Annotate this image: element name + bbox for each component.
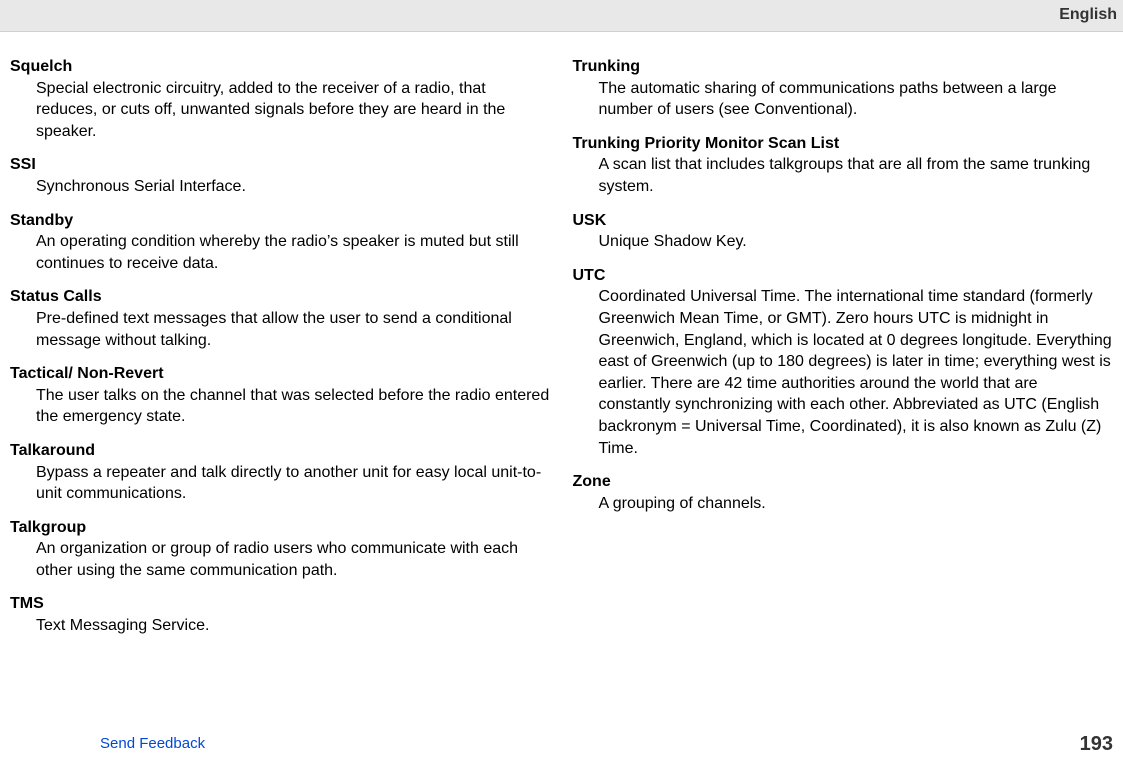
glossary-term: Squelch — [10, 56, 551, 78]
glossary-entry: Trunking Priority Monitor Scan ListA sca… — [573, 133, 1114, 198]
language-label: English — [1059, 6, 1117, 24]
glossary-definition: The user talks on the channel that was s… — [10, 385, 551, 428]
glossary-term: SSI — [10, 154, 551, 176]
glossary-definition: A scan list that includes talkgroups tha… — [573, 154, 1114, 197]
glossary-definition: Special electronic circuitry, added to t… — [10, 78, 551, 143]
glossary-entry: Status CallsPre-defined text messages th… — [10, 286, 551, 351]
glossary-entry: USKUnique Shadow Key. — [573, 210, 1114, 253]
send-feedback-link[interactable]: Send Feedback — [100, 735, 205, 752]
glossary-entry: TrunkingThe automatic sharing of communi… — [573, 56, 1114, 121]
glossary-definition: Bypass a repeater and talk directly to a… — [10, 462, 551, 505]
glossary-term: Status Calls — [10, 286, 551, 308]
glossary-entry: StandbyAn operating condition whereby th… — [10, 210, 551, 275]
glossary-term: UTC — [573, 265, 1114, 287]
glossary-definition: An operating condition whereby the radio… — [10, 231, 551, 274]
glossary-term: Trunking Priority Monitor Scan List — [573, 133, 1114, 155]
glossary-term: Standby — [10, 210, 551, 232]
glossary-term: Trunking — [573, 56, 1114, 78]
page-footer: Send Feedback 193 — [0, 724, 1123, 760]
glossary-entry: UTCCoordinated Universal Time. The inter… — [573, 265, 1114, 459]
glossary-term: TMS — [10, 593, 551, 615]
glossary-entry: TMSText Messaging Service. — [10, 593, 551, 636]
glossary-term: Talkgroup — [10, 517, 551, 539]
page-number: 193 — [1080, 733, 1113, 756]
glossary-definition: Pre-defined text messages that allow the… — [10, 308, 551, 351]
content-area: SquelchSpecial electronic circuitry, add… — [0, 32, 1123, 724]
glossary-definition: Synchronous Serial Interface. — [10, 176, 551, 198]
glossary-definition: Coordinated Universal Time. The internat… — [573, 286, 1114, 459]
glossary-entry: TalkaroundBypass a repeater and talk dir… — [10, 440, 551, 505]
glossary-definition: The automatic sharing of communications … — [573, 78, 1114, 121]
glossary-definition: A grouping of channels. — [573, 493, 1114, 515]
glossary-definition: Text Messaging Service. — [10, 615, 551, 637]
glossary-term: Tactical/ Non-Revert — [10, 363, 551, 385]
glossary-term: USK — [573, 210, 1114, 232]
glossary-definition: An organization or group of radio users … — [10, 538, 551, 581]
glossary-term: Talkaround — [10, 440, 551, 462]
glossary-entry: ZoneA grouping of channels. — [573, 471, 1114, 514]
glossary-entry: Tactical/ Non-RevertThe user talks on th… — [10, 363, 551, 428]
glossary-definition: Unique Shadow Key. — [573, 231, 1114, 253]
right-column: TrunkingThe automatic sharing of communi… — [573, 56, 1114, 724]
glossary-entry: SSISynchronous Serial Interface. — [10, 154, 551, 197]
glossary-entry: TalkgroupAn organization or group of rad… — [10, 517, 551, 582]
glossary-entry: SquelchSpecial electronic circuitry, add… — [10, 56, 551, 142]
glossary-term: Zone — [573, 471, 1114, 493]
page-header: English — [0, 0, 1123, 32]
left-column: SquelchSpecial electronic circuitry, add… — [10, 56, 551, 724]
